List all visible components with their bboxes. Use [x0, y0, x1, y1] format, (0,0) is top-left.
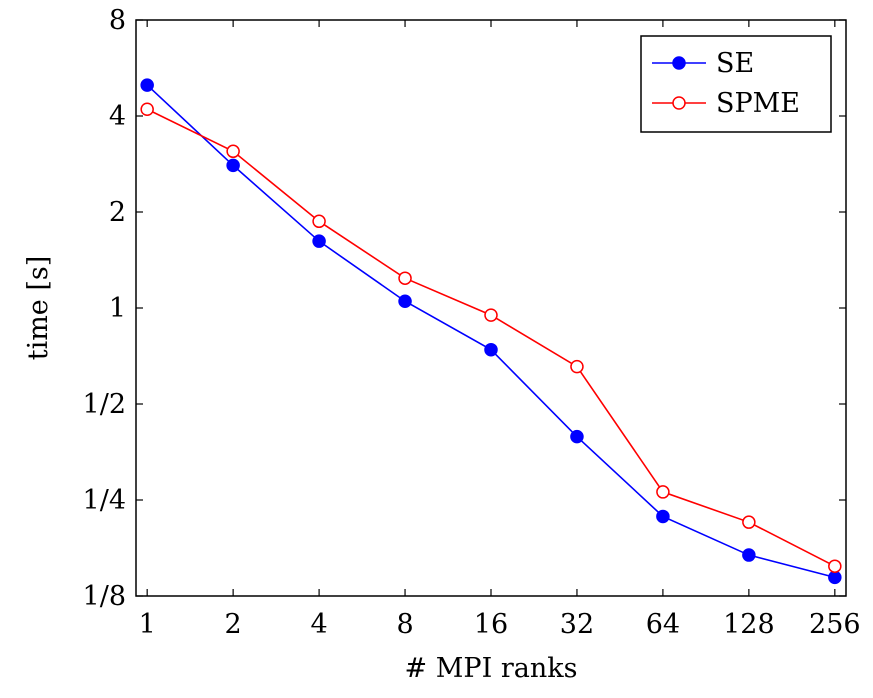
x-tick-label: 8 [396, 609, 413, 640]
x-tick-label: 16 [474, 609, 508, 640]
x-axis: 1 2 4 8 16 32 64 128 256 [139, 20, 861, 640]
data-point-spme [570, 359, 584, 374]
y-tick-label: 1 [109, 293, 126, 324]
x-tick-label: 128 [723, 609, 775, 640]
data-point-se [140, 78, 154, 92]
data-point-se [398, 294, 412, 308]
legend: SE SPME [640, 35, 832, 133]
y-tick-label: 1/8 [83, 581, 126, 612]
data-point-spme [226, 144, 240, 159]
legend-marker-spme [672, 96, 686, 110]
data-point-spme [484, 308, 498, 322]
x-tick-label: 256 [809, 609, 861, 640]
data-point-se [312, 234, 326, 248]
data-point-spme [742, 515, 756, 529]
x-tick-label: 4 [310, 609, 327, 640]
data-point-se [828, 570, 842, 585]
legend-label-spme: SPME [716, 88, 800, 119]
y-axis-title: time [s] [23, 256, 54, 361]
legend-marker-se [672, 56, 686, 70]
y-tick-label: 1/4 [83, 485, 126, 516]
y-tick-label: 1/2 [83, 389, 126, 420]
legend-box [640, 35, 832, 133]
data-point-spme [656, 485, 670, 499]
data-point-spme [312, 214, 326, 229]
y-tick-label: 2 [109, 197, 126, 228]
data-point-spme [140, 102, 154, 116]
x-tick-label: 64 [646, 609, 680, 640]
y-axis: 1/8 1/4 1/2 1 2 4 8 [83, 5, 846, 612]
data-point-se [226, 158, 240, 173]
x-tick-label: 1 [139, 609, 156, 640]
data-point-se [742, 548, 756, 562]
x-tick-label: 2 [225, 609, 242, 640]
y-tick-label: 8 [109, 5, 126, 36]
y-tick-label: 4 [109, 101, 126, 132]
legend-label-se: SE [716, 48, 754, 79]
x-tick-label: 32 [560, 609, 594, 640]
series-line-se [146, 84, 836, 579]
x-axis-title: # MPI ranks [405, 653, 578, 684]
data-point-se [570, 429, 584, 444]
data-point-spme [828, 559, 842, 573]
series-line-spme [146, 108, 836, 567]
series-group [140, 78, 842, 585]
data-point-spme [398, 271, 412, 285]
data-point-se [656, 509, 670, 524]
data-point-se [484, 342, 498, 357]
